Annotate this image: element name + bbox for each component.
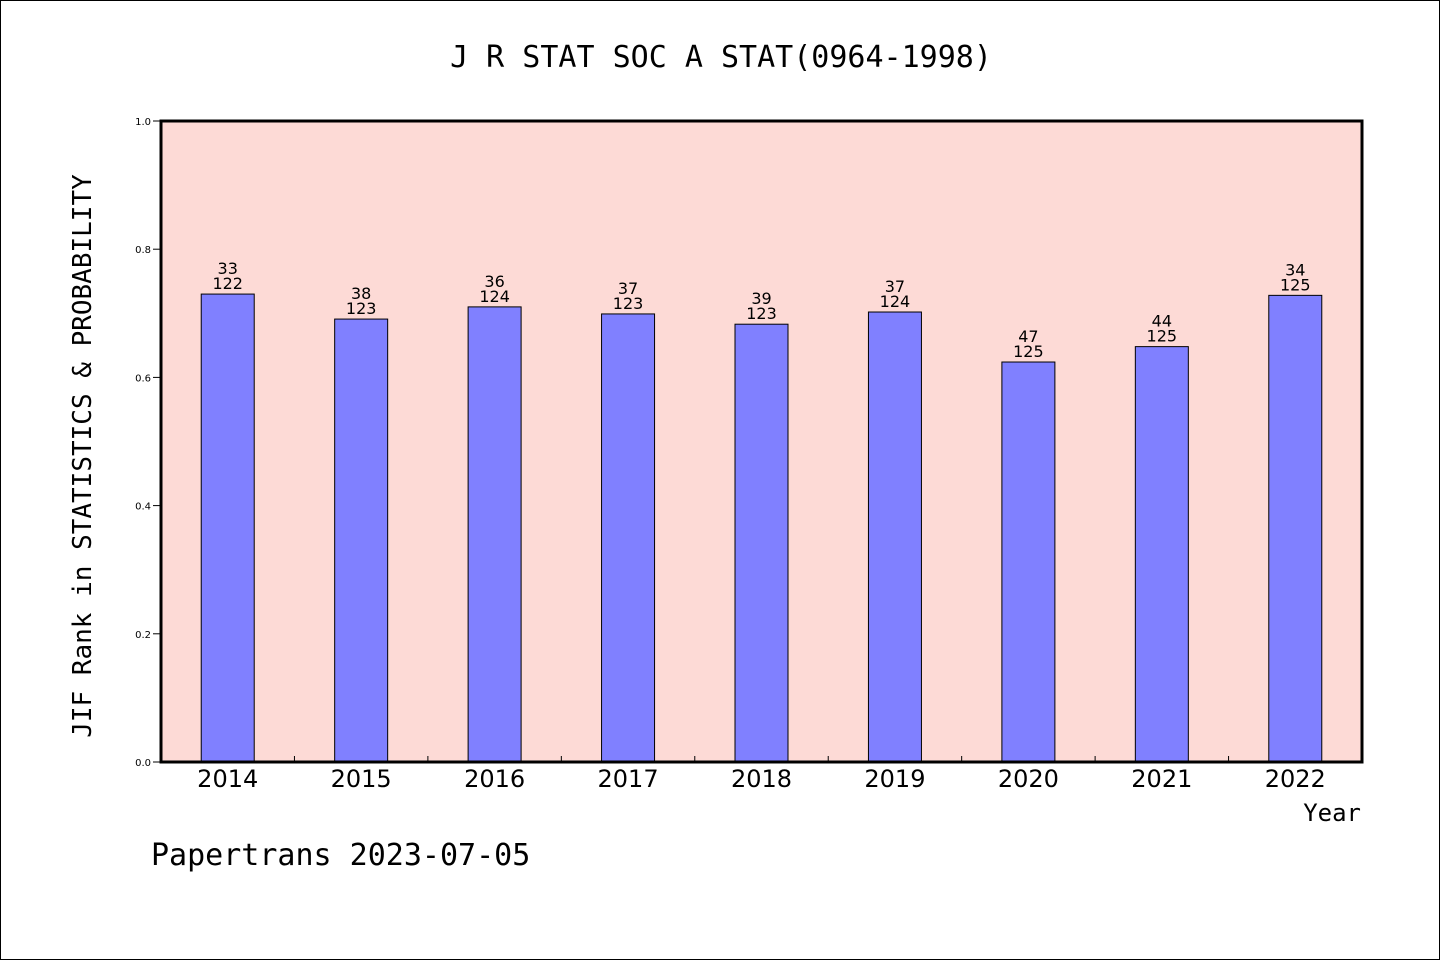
bar-total-label-2022: 125 (1280, 275, 1311, 294)
x-tick-label-2015: 2015 (331, 765, 392, 793)
chart-title: J R STAT SOC A STAT(0964-1998) (450, 40, 992, 75)
bar-2021 (1134, 346, 1189, 763)
bar-total-label-2020: 125 (1013, 342, 1044, 361)
x-axis-label: Year (1303, 799, 1361, 827)
bar-total-label-2016: 124 (479, 287, 510, 306)
bar-rank-label-2014: 33 (218, 259, 238, 278)
y-tick-label-0.0: 0.0 (135, 758, 151, 769)
x-tick-label-2016: 2016 (464, 765, 525, 793)
bar-rank-label-2017: 37 (618, 279, 638, 298)
bar-rank-label-2022: 34 (1285, 260, 1305, 279)
bar-total-label-2017: 123 (613, 294, 644, 313)
bar-2022 (1268, 294, 1323, 763)
bar-total-label-2015: 123 (346, 299, 377, 318)
bar-rank-label-2015: 38 (351, 284, 371, 303)
x-tick-label-2017: 2017 (598, 765, 659, 793)
footer-date-stamp: Papertrans 2023-07-05 (151, 838, 530, 873)
bar-2017 (601, 313, 656, 763)
bar-rank-label-2016: 36 (484, 272, 504, 291)
x-tick-label-2021: 2021 (1131, 765, 1192, 793)
y-tick-label-0.6: 0.6 (135, 373, 151, 384)
bar-2018 (734, 323, 789, 763)
bar-2015 (334, 318, 389, 763)
x-tick-label-2019: 2019 (864, 765, 925, 793)
bar-2019 (867, 311, 922, 763)
y-tick-label-0.8: 0.8 (135, 245, 151, 256)
bar-rank-label-2021: 44 (1152, 312, 1172, 331)
bar-total-label-2021: 125 (1147, 327, 1178, 346)
x-tick-label-2020: 2020 (998, 765, 1059, 793)
y-tick-label-1.0: 1.0 (135, 117, 151, 128)
x-axis-ticks: 2014 2015 2016 2017 2018 2019 2020 2021 2022 (197, 756, 1326, 793)
bar-total-label-2014: 122 (212, 274, 243, 293)
bars-group (200, 293, 1323, 763)
y-axis-ticks: 0.0 0.2 0.4 0.6 0.8 1.0 (135, 117, 161, 769)
x-tick-label-2022: 2022 (1265, 765, 1326, 793)
bar-rank-label-2018: 39 (751, 289, 771, 308)
bar-total-label-2019: 124 (880, 292, 911, 311)
x-tick-label-2018: 2018 (731, 765, 792, 793)
bar-2020 (1001, 361, 1056, 763)
y-tick-label-0.4: 0.4 (135, 502, 151, 513)
bar-rank-label-2019: 37 (885, 277, 905, 296)
y-tick-label-0.2: 0.2 (135, 630, 151, 641)
bar-2016 (467, 306, 522, 763)
bar-rank-label-2020: 47 (1018, 327, 1038, 346)
plot-border (159, 119, 1364, 764)
y-axis-label: JIF Rank in STATISTICS & PROBABILITY (68, 174, 98, 738)
bar-total-label-2018: 123 (746, 304, 777, 323)
bar-2014 (200, 293, 255, 763)
x-tick-label-2014: 2014 (197, 765, 258, 793)
